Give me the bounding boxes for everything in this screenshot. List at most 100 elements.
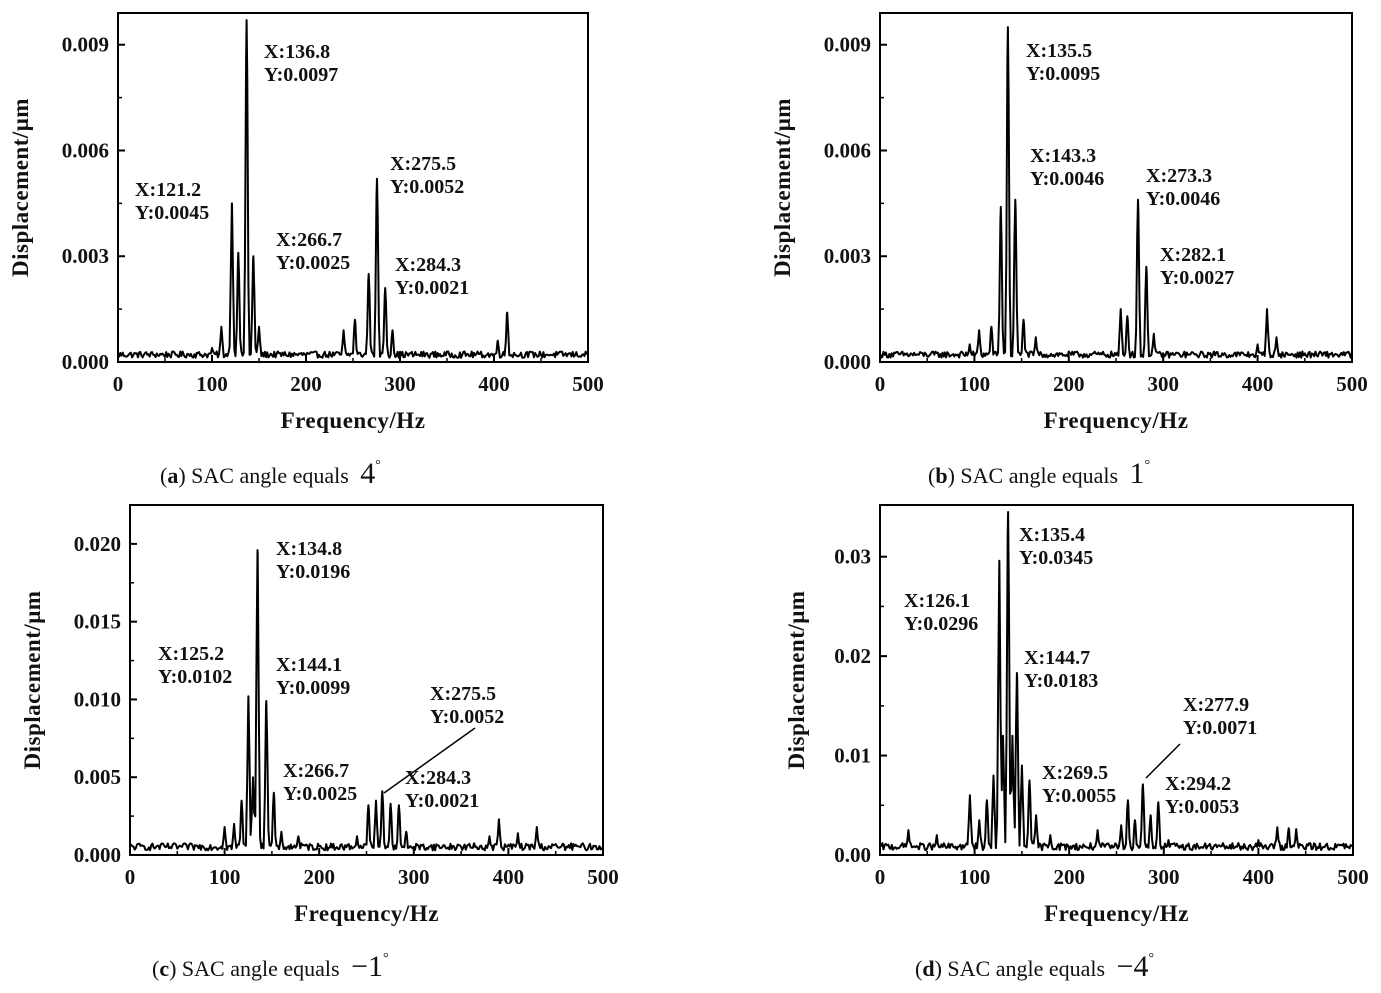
annotation-leader-d: [1145, 743, 1181, 779]
x-tick-label-c: 100: [209, 865, 241, 889]
x-tick-label-d: 0: [875, 865, 886, 889]
annotation-x-a: X:136.8: [264, 41, 330, 63]
x-tick-label-d: 200: [1053, 865, 1085, 889]
x-tick-label-a: 100: [196, 372, 228, 396]
x-axis-title-a: Frequency/Hz: [281, 408, 426, 433]
annotation-y-d: Y:0.0183: [1024, 670, 1098, 692]
x-tick-label-c: 500: [587, 865, 619, 889]
caption-d: (d) SAC angle equals −4°: [915, 950, 1154, 983]
y-tick-label-b: 0.006: [824, 138, 871, 162]
x-tick-label-c: 400: [493, 865, 525, 889]
annotation-y-a: Y:0.0052: [390, 176, 464, 198]
annotation-y-d: Y:0.0055: [1042, 785, 1116, 807]
annotation-x-c: X:266.7: [283, 760, 349, 782]
chart-panel-d: 0 100 200 300 400 500 0.00 0.01 0.02 0.03 Frequenc…: [784, 504, 1369, 983]
annotation-y-a: Y:0.0025: [276, 252, 350, 274]
y-axis-title-a: Displacement/μm: [8, 98, 33, 277]
x-tick-label-b: 200: [1053, 372, 1085, 396]
x-tick-label-d: 400: [1243, 865, 1275, 889]
y-tick-label-d: 0.01: [834, 744, 871, 768]
x-tick-label-a: 200: [290, 372, 322, 396]
annotation-x-c: X:134.8: [276, 538, 342, 560]
annotation-x-c: X:144.1: [276, 654, 342, 676]
annotation-y-d: Y:0.0296: [904, 613, 978, 635]
annotation-y-c: Y:0.0099: [276, 677, 350, 699]
y-tick-label-a: 0.009: [62, 33, 109, 57]
annotation-x-d: X:277.9: [1183, 694, 1249, 716]
annotation-y-c: Y:0.0021: [405, 790, 479, 812]
x-tick-label-a: 300: [384, 372, 416, 396]
annotation-x-b: X:282.1: [1160, 244, 1226, 266]
annotation-x-c: X:275.5: [430, 683, 496, 705]
x-tick-label-d: 100: [959, 865, 991, 889]
x-tick-label-b: 0: [875, 372, 886, 396]
y-tick-label-c: 0.005: [74, 765, 121, 789]
annotation-x-d: X:135.4: [1019, 524, 1085, 546]
annotation-x-a: X:121.2: [135, 179, 201, 201]
x-tick-label-d: 300: [1148, 865, 1180, 889]
y-tick-label-a: 0.006: [62, 138, 109, 162]
annotation-y-b: Y:0.0095: [1026, 63, 1100, 85]
annotation-x-b: X:135.5: [1026, 40, 1092, 62]
y-tick-label-b: 0.009: [824, 33, 871, 57]
y-axis-title-b: Displacement/μm: [770, 98, 795, 277]
caption-c: (c) SAC angle equals −1°: [152, 950, 389, 983]
y-tick-label-d: 0.00: [834, 843, 871, 867]
x-axis-title-c: Frequency/Hz: [294, 901, 439, 926]
y-tick-label-c: 0.010: [74, 687, 121, 711]
y-tick-label-b: 0.000: [824, 350, 871, 374]
y-tick-label-c: 0.015: [74, 610, 121, 634]
annotation-x-d: X:269.5: [1042, 762, 1108, 784]
x-tick-label-a: 400: [478, 372, 510, 396]
plot-frame-d: [879, 504, 1354, 856]
annotation-x-b: X:273.3: [1146, 165, 1212, 187]
annotation-y-b: Y:0.0046: [1146, 188, 1220, 210]
annotation-x-a: X:266.7: [276, 229, 342, 251]
spectrum-line-d: [879, 511, 1354, 852]
spectrum-line-b: [879, 26, 1353, 359]
spectrum-line-a: [117, 19, 589, 359]
spectrum-line-c: [129, 549, 604, 852]
x-axis-title-b: Frequency/Hz: [1044, 408, 1189, 433]
y-tick-label-b: 0.003: [824, 244, 871, 268]
annotation-x-a: X:275.5: [390, 153, 456, 175]
annotation-x-d: X:144.7: [1024, 647, 1090, 669]
y-tick-label-d: 0.03: [834, 545, 871, 569]
y-axis-title-d: Displacement/μm: [784, 591, 809, 770]
annotation-y-a: Y:0.0097: [264, 64, 338, 86]
x-tick-label-a: 0: [113, 372, 124, 396]
annotation-y-b: Y:0.0046: [1030, 168, 1104, 190]
annotation-y-c: Y:0.0196: [276, 561, 350, 583]
annotation-y-b: Y:0.0027: [1160, 267, 1234, 289]
annotation-y-d: Y:0.0053: [1165, 796, 1239, 818]
annotation-x-a: X:284.3: [395, 254, 461, 276]
annotation-y-c: Y:0.0025: [283, 783, 357, 805]
chart-panel-b: 0 100 200 300 400 500 0.000 0.003 0.006 0.009 Freq…: [770, 12, 1368, 490]
y-tick-label-a: 0.003: [62, 244, 109, 268]
annotation-x-b: X:143.3: [1030, 145, 1096, 167]
x-tick-label-c: 200: [303, 865, 335, 889]
annotation-y-d: Y:0.0071: [1183, 717, 1257, 739]
x-axis-title-d: Frequency/Hz: [1044, 901, 1189, 926]
annotation-x-d: X:126.1: [904, 590, 970, 612]
x-tick-label-c: 0: [125, 865, 136, 889]
y-tick-label-a: 0.000: [62, 350, 109, 374]
x-tick-label-a: 500: [572, 372, 604, 396]
chart-panel-c: 0 100 200 300 400 500 0.000 0.005 0.010 0.015 0.02…: [20, 504, 619, 983]
annotation-y-a: Y:0.0045: [135, 202, 209, 224]
annotation-y-a: Y:0.0021: [395, 277, 469, 299]
y-tick-label-c: 0.020: [74, 532, 121, 556]
annotation-leader-c: [383, 727, 476, 794]
x-tick-label-b: 300: [1147, 372, 1179, 396]
x-tick-label-b: 500: [1336, 372, 1368, 396]
y-tick-label-c: 0.000: [74, 843, 121, 867]
annotation-y-c: Y:0.0052: [430, 706, 504, 728]
annotation-y-c: Y:0.0102: [158, 666, 232, 688]
chart-panel-a: 0 100 200 300 400 500 0.000 0.003 0.006 0.009 Freq…: [8, 12, 604, 490]
annotation-x-c: X:125.2: [158, 643, 224, 665]
x-tick-label-d: 500: [1337, 865, 1369, 889]
plot-frame-b: [879, 12, 1353, 363]
caption-a: (a) SAC angle equals 4°: [160, 457, 381, 490]
annotation-x-c: X:284.3: [405, 767, 471, 789]
